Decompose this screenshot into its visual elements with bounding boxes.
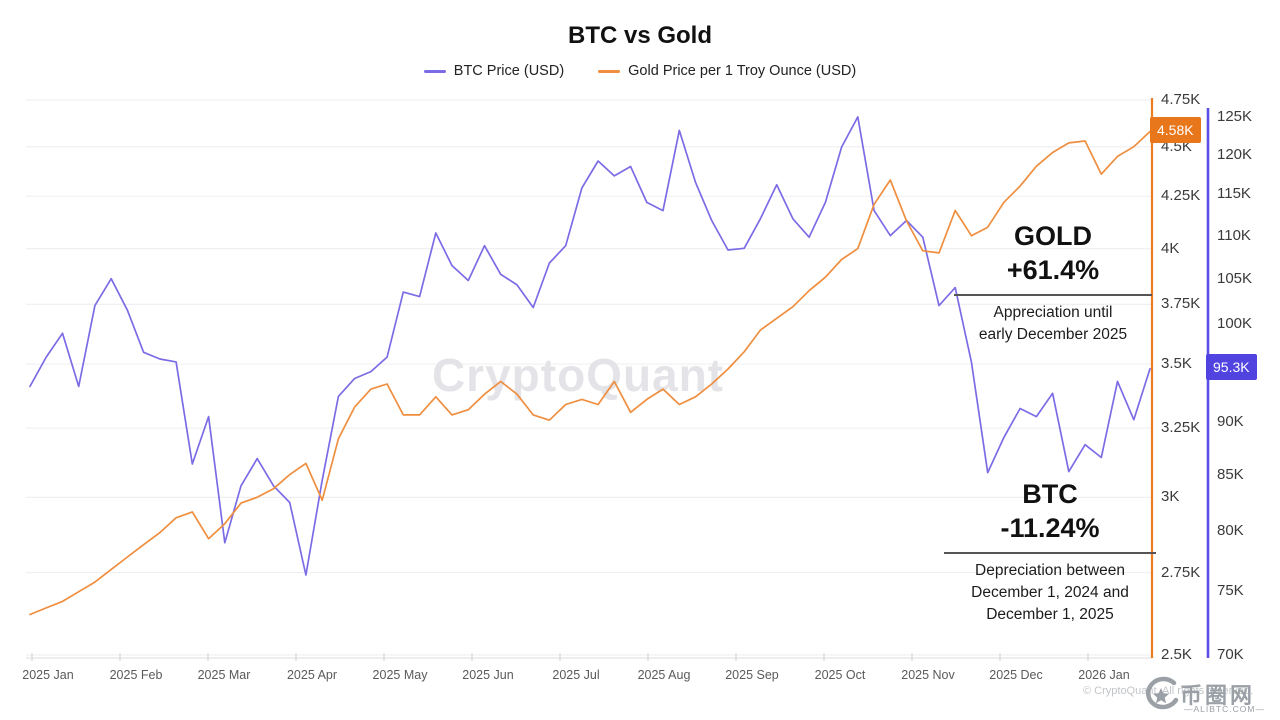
btc-annotation-change: -11.24%: [1000, 512, 1100, 543]
btc-annotation-line3: December 1, 2025: [986, 606, 1114, 624]
x-axis-label: 2025 May: [372, 668, 428, 682]
btc-axis-tick-label: 70K: [1217, 646, 1244, 663]
cryptoquant-watermark: CryptoQuant: [431, 349, 725, 401]
x-axis-label: 2025 Jul: [552, 668, 600, 682]
gold-annotation: GOLD +61.4% Appreciation until early Dec…: [952, 220, 1154, 346]
gold-axis-tick-label: 3.5K: [1161, 355, 1192, 373]
gold-axis-tick-label: 3.25K: [1161, 419, 1201, 437]
btc-axis-tick-label: 110K: [1217, 226, 1251, 244]
btc-axis-tick-label: 115K: [1217, 185, 1251, 203]
x-axis-label: 2025 Feb: [109, 668, 163, 682]
legend-item-btc[interactable]: BTC Price (USD): [423, 63, 565, 79]
legend-label-gold: Gold Price per 1 Troy Ounce (USD): [628, 63, 857, 79]
btc-line-swatch-icon: [423, 69, 446, 73]
x-axis-label: 2025 Sep: [725, 668, 779, 682]
chart-title: BTC vs Gold: [567, 22, 712, 49]
gold-line-swatch-icon: [598, 69, 621, 73]
gold-annotation-rule: [954, 293, 1152, 296]
x-axis-label: 2025 Aug: [637, 668, 691, 682]
btc-annotation-rule: [944, 551, 1156, 554]
gold-axis-tick-label: 4K: [1161, 239, 1180, 257]
btc-axis-tick-label: 90K: [1217, 412, 1244, 430]
btc-annotation-heading: BTC: [1022, 479, 1078, 509]
btc-axis-tick-label: 120K: [1217, 145, 1253, 163]
gold-annotation-heading: GOLD: [1014, 221, 1092, 251]
x-axis-label: 2025 Jun: [462, 668, 514, 682]
btc-last-price-badge: 95.3K: [1206, 354, 1257, 380]
btc-axis-tick-label: 80K: [1217, 522, 1244, 540]
btc-axis-tick-label: 100K: [1217, 315, 1253, 332]
legend: BTC Price (USD) Gold Price per 1 Troy Ou…: [0, 63, 1280, 79]
btc-annotation-line1: Depreciation between: [975, 561, 1125, 579]
btc-annotation-line2: December 1, 2024 and: [971, 583, 1129, 601]
x-axis-label: 2025 Dec: [989, 668, 1043, 682]
btc-axis-tick-label: 75K: [1217, 581, 1244, 599]
site-logo-text: 币圈网: [1180, 683, 1256, 708]
gold-axis-tick-label: 2.75K: [1161, 563, 1201, 581]
btc-axis-tick-label: 125K: [1217, 107, 1253, 125]
x-axis-label: 2025 Mar: [197, 668, 251, 682]
x-axis-label: 2025 Oct: [814, 668, 866, 682]
gold-last-price-badge: 4.58K: [1150, 117, 1201, 143]
gold-annotation-line1: Appreciation until: [993, 303, 1113, 321]
gold-axis-tick-label: 3.75K: [1161, 295, 1201, 313]
site-logo-domain: —ALIBTC.COM—: [1184, 704, 1265, 714]
btc-axis-tick-label: 85K: [1217, 465, 1244, 483]
legend-item-gold[interactable]: Gold Price per 1 Troy Ounce (USD): [598, 63, 856, 79]
x-axis-label: 2026 Jan: [1078, 668, 1130, 682]
gold-price-line[interactable]: [29, 130, 1151, 616]
x-axis-label: 2025 Apr: [286, 668, 338, 682]
x-axis-label: 2025 Jan: [22, 668, 74, 682]
gold-axis-tick-label: 4.75K: [1161, 90, 1201, 108]
copyright-text: © CryptoQuant. All rights reserved.: [1083, 685, 1254, 697]
gold-axis-tick-label: 4.25K: [1161, 187, 1201, 205]
gold-axis-tick-label: 2.5K: [1161, 646, 1192, 663]
x-axis-label: 2025 Nov: [901, 668, 955, 682]
gold-axis-tick-label: 3K: [1161, 488, 1180, 506]
btc-axis-tick-label: 105K: [1217, 269, 1253, 287]
site-logo: 币圈网 —ALIBTC.COM—: [1140, 676, 1276, 718]
legend-label-btc: BTC Price (USD): [453, 63, 565, 79]
gold-annotation-line2: early December 2025: [978, 325, 1128, 343]
btc-price-line[interactable]: [29, 116, 1151, 576]
btc-annotation: BTC -11.24% Depreciation between Decembe…: [942, 478, 1158, 627]
site-logo-swoosh-icon: [1146, 676, 1179, 710]
gold-annotation-change: +61.4%: [1006, 254, 1100, 285]
